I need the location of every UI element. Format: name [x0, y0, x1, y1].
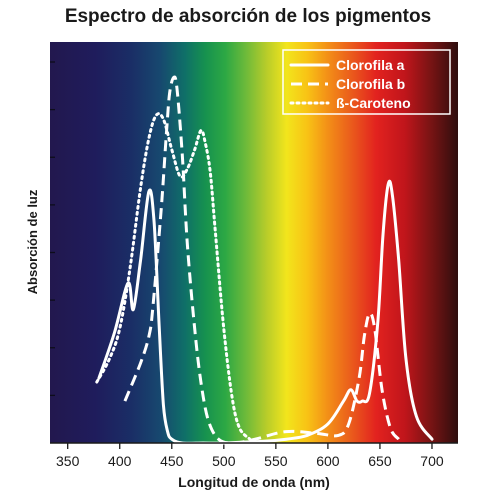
x-tick-label: 400	[108, 453, 132, 469]
x-tick-label: 700	[420, 453, 444, 469]
y-axis-label: Absorción de luz	[25, 189, 40, 294]
x-tick-label: 550	[264, 453, 288, 469]
legend-label: Clorofila b	[336, 76, 405, 92]
x-tick-label: 450	[160, 453, 184, 469]
series-line-3	[95, 112, 252, 441]
series-layer	[95, 75, 434, 445]
x-tick-label: 650	[368, 453, 392, 469]
x-tick-label: 500	[212, 453, 236, 469]
chart-title: Espectro de absorción de los pigmentos	[64, 6, 432, 27]
legend: Clorofila a Clorofila b ß-Caroteno	[282, 49, 451, 115]
x-tick-label: 600	[316, 453, 340, 469]
series-line-2	[123, 75, 400, 445]
x-axis-label: Longitud de onda (nm)	[178, 474, 330, 490]
spectrum-background	[50, 42, 458, 443]
legend-label: ß-Caroteno	[336, 95, 411, 111]
x-axis-ticks: 350 400 450 500 550 600 650 700	[56, 443, 444, 469]
legend-box	[282, 49, 451, 115]
series-line-1	[97, 179, 434, 445]
x-tick-label: 350	[56, 453, 80, 469]
legend-label: Clorofila a	[336, 57, 405, 73]
y-axis-ticks	[50, 61, 55, 397]
